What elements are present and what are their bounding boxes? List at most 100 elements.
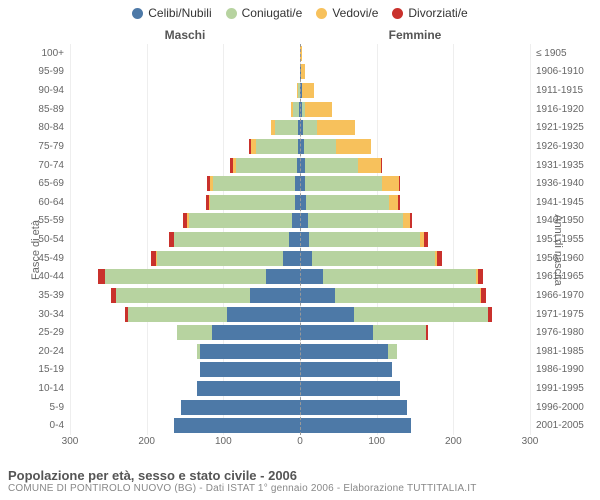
birth-tick: 1956-1960 bbox=[532, 249, 600, 268]
female-bar bbox=[300, 417, 530, 436]
bar-segment bbox=[398, 195, 400, 210]
bar-segment bbox=[302, 83, 314, 98]
female-bar bbox=[300, 81, 530, 100]
male-bar bbox=[70, 230, 300, 249]
age-tick: 45-49 bbox=[0, 249, 68, 268]
female-bar bbox=[300, 193, 530, 212]
legend-swatch bbox=[392, 8, 403, 19]
bar-segment bbox=[300, 418, 411, 433]
chart-footer: Popolazione per età, sesso e stato civil… bbox=[8, 468, 592, 494]
birth-tick: 1951-1955 bbox=[532, 230, 600, 249]
legend-label: Coniugati/e bbox=[242, 6, 303, 20]
male-bar bbox=[70, 286, 300, 305]
male-bar bbox=[70, 342, 300, 361]
birth-tick: 1961-1965 bbox=[532, 268, 600, 287]
bar-segment bbox=[213, 176, 296, 191]
bar-segment bbox=[426, 325, 428, 340]
female-bar bbox=[300, 286, 530, 305]
male-bar bbox=[70, 323, 300, 342]
bar-segment bbox=[292, 213, 300, 228]
male-bar bbox=[70, 305, 300, 324]
female-bar bbox=[300, 379, 530, 398]
birth-tick: 1941-1945 bbox=[532, 193, 600, 212]
birth-tick: 1971-1975 bbox=[532, 305, 600, 324]
birth-tick: 1966-1970 bbox=[532, 286, 600, 305]
legend-item: Celibi/Nubili bbox=[132, 6, 211, 20]
bar-segment bbox=[478, 269, 483, 284]
bar-segment bbox=[373, 325, 427, 340]
female-bar bbox=[300, 230, 530, 249]
x-tick: 100 bbox=[215, 436, 232, 447]
female-bar bbox=[300, 137, 530, 156]
male-bar bbox=[70, 81, 300, 100]
bar-segment bbox=[382, 176, 399, 191]
age-tick: 35-39 bbox=[0, 286, 68, 305]
bar-segment bbox=[308, 213, 404, 228]
age-tick: 65-69 bbox=[0, 174, 68, 193]
bar-segment bbox=[227, 307, 300, 322]
male-bar bbox=[70, 417, 300, 436]
bar-segment bbox=[388, 344, 397, 359]
birth-tick: 1916-1920 bbox=[532, 100, 600, 119]
bar-segment bbox=[157, 251, 284, 266]
male-bar bbox=[70, 212, 300, 231]
bar-segment bbox=[303, 120, 317, 135]
male-bar bbox=[70, 268, 300, 287]
female-bar bbox=[300, 361, 530, 380]
age-tick: 60-64 bbox=[0, 193, 68, 212]
female-bar bbox=[300, 268, 530, 287]
age-tick: 85-89 bbox=[0, 100, 68, 119]
bar-segment bbox=[174, 418, 301, 433]
bar-segment bbox=[309, 232, 420, 247]
bar-segment bbox=[300, 269, 323, 284]
bar-segment bbox=[335, 288, 481, 303]
x-tick: 200 bbox=[445, 436, 462, 447]
age-tick: 30-34 bbox=[0, 305, 68, 324]
female-bar bbox=[300, 100, 530, 119]
male-bar bbox=[70, 156, 300, 175]
age-tick: 10-14 bbox=[0, 379, 68, 398]
male-bar bbox=[70, 174, 300, 193]
birth-tick: 1921-1925 bbox=[532, 119, 600, 138]
age-tick: 40-44 bbox=[0, 268, 68, 287]
bar-segment bbox=[300, 381, 400, 396]
bar-segment bbox=[197, 381, 301, 396]
chart-source: COMUNE DI PONTIROLO NUOVO (BG) - Dati IS… bbox=[8, 483, 592, 494]
age-tick: 50-54 bbox=[0, 230, 68, 249]
legend: Celibi/NubiliConiugati/eVedovi/eDivorzia… bbox=[0, 6, 600, 20]
bar-segment bbox=[200, 344, 300, 359]
female-bar bbox=[300, 398, 530, 417]
male-bar bbox=[70, 119, 300, 138]
legend-swatch bbox=[316, 8, 327, 19]
bar-segment bbox=[283, 251, 300, 266]
bar-segment bbox=[212, 325, 300, 340]
female-bar bbox=[300, 119, 530, 138]
bar-segment bbox=[236, 158, 297, 173]
female-bar bbox=[300, 212, 530, 231]
bar-segment bbox=[301, 64, 306, 79]
bar-segment bbox=[266, 269, 301, 284]
birth-tick: ≤ 1905 bbox=[532, 44, 600, 63]
bar-segment bbox=[354, 307, 488, 322]
bar-segment bbox=[306, 195, 389, 210]
chart-title: Popolazione per età, sesso e stato civil… bbox=[8, 468, 592, 483]
age-tick: 90-94 bbox=[0, 81, 68, 100]
birth-tick: 1991-1995 bbox=[532, 379, 600, 398]
header-female: Femmine bbox=[300, 28, 530, 42]
bar-segment bbox=[424, 232, 428, 247]
plot-area bbox=[70, 44, 530, 435]
bar-segment bbox=[300, 213, 308, 228]
birth-tick: 1906-1910 bbox=[532, 63, 600, 82]
birth-tick: 2001-2005 bbox=[532, 417, 600, 436]
age-tick: 15-19 bbox=[0, 361, 68, 380]
bar-segment bbox=[304, 139, 336, 154]
age-tick: 80-84 bbox=[0, 119, 68, 138]
bar-segment bbox=[300, 288, 335, 303]
age-axis: 100+95-9990-9485-8980-8475-7970-7465-696… bbox=[0, 44, 68, 435]
age-tick: 70-74 bbox=[0, 156, 68, 175]
bar-segment bbox=[300, 232, 309, 247]
x-axis: 3002001000100200300 bbox=[70, 436, 530, 450]
age-tick: 25-29 bbox=[0, 323, 68, 342]
bar-segment bbox=[189, 213, 293, 228]
bar-segment bbox=[481, 288, 486, 303]
